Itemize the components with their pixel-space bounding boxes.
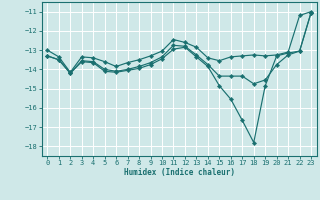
X-axis label: Humidex (Indice chaleur): Humidex (Indice chaleur) — [124, 168, 235, 177]
